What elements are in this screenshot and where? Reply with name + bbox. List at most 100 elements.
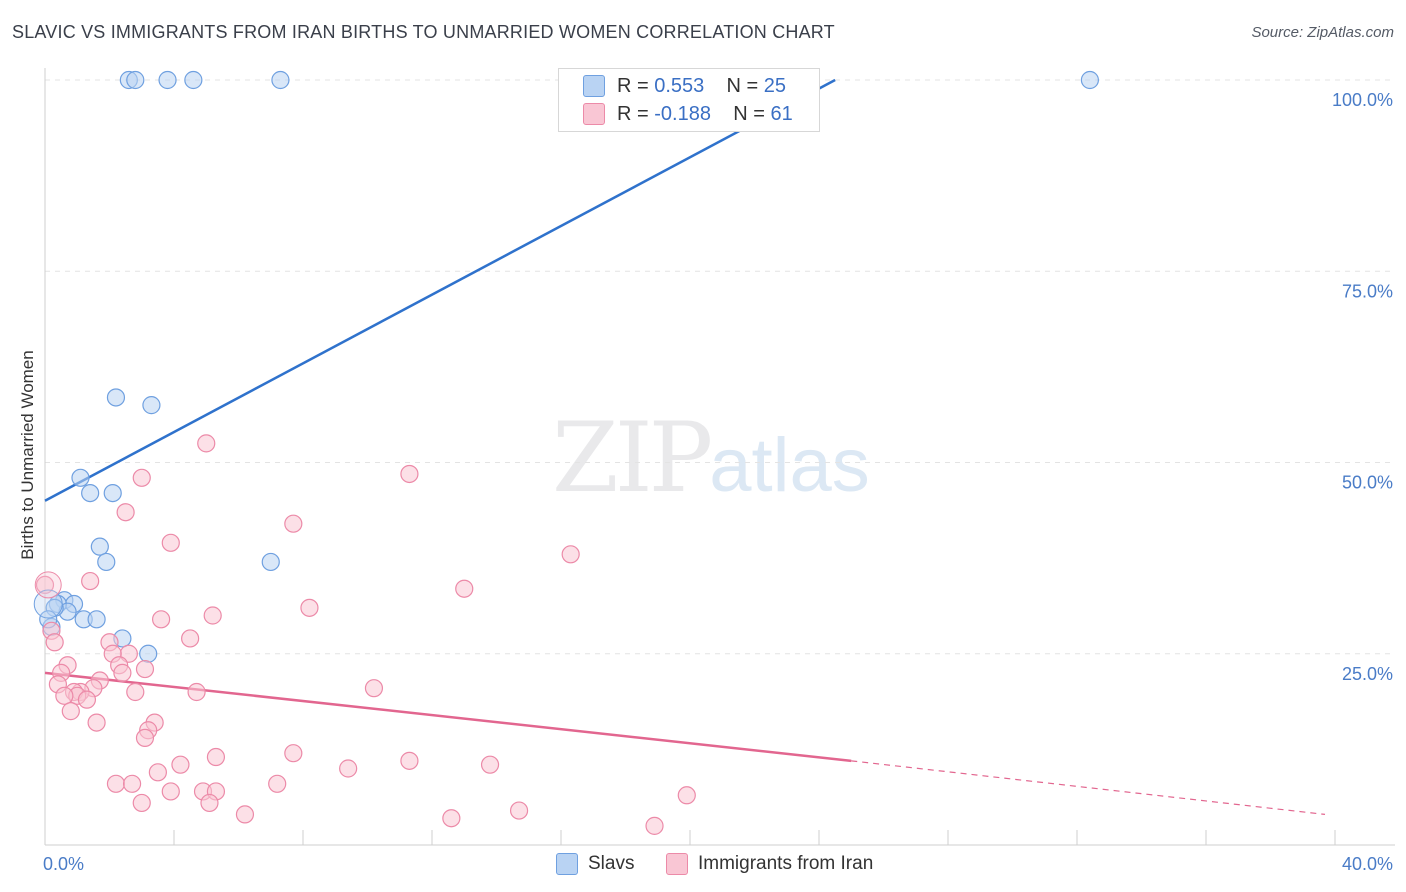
bottom-legend-swatch-iran	[666, 853, 688, 875]
iran-point	[200, 793, 219, 813]
iran-point	[116, 503, 135, 522]
data-points	[33, 70, 1100, 835]
iran-point	[87, 713, 106, 732]
iran-point	[268, 774, 287, 793]
iran-point	[77, 690, 97, 709]
iran-point	[206, 747, 226, 767]
chart-title: SLAVIC VS IMMIGRANTS FROM IRAN BIRTHS TO…	[12, 22, 835, 42]
slavs-point	[139, 644, 158, 663]
y-tick-label: 75.0%	[1342, 281, 1393, 301]
iran-point	[152, 610, 171, 629]
bottom-legend-iran: Immigrants from Iran	[666, 852, 873, 876]
iran-point	[197, 434, 216, 453]
iran-point	[135, 728, 155, 748]
iran-point	[81, 571, 100, 591]
iran-point	[509, 801, 529, 820]
iran-point	[113, 663, 132, 682]
watermark-atlas: atlas	[709, 423, 870, 508]
iran-point	[400, 464, 419, 484]
legend-n-value: 61	[770, 102, 793, 125]
slavs-point	[126, 70, 145, 90]
x-tick-label: 0.0%	[43, 854, 84, 874]
iran-point	[55, 686, 74, 705]
iran-point	[400, 751, 419, 770]
iran-point	[284, 744, 303, 763]
iran-point	[161, 533, 180, 552]
iran-point	[126, 682, 145, 702]
slavs-point	[184, 70, 203, 90]
bottom-legend-label-slavs: Slavs	[588, 853, 635, 874]
slavs-point	[103, 484, 122, 503]
bottom-legend-slavs: Slavs	[556, 852, 634, 876]
legend-n-label: N =	[726, 74, 759, 97]
slavs-point	[87, 610, 106, 629]
iran-point	[181, 629, 200, 648]
legend-n-label: N =	[733, 102, 765, 125]
legend-r-value: 0.553	[654, 74, 705, 97]
iran-point	[561, 545, 580, 564]
iran-point	[34, 571, 62, 599]
iran-point	[677, 786, 696, 805]
legend-text-slavs: R = 0.553 N = 25	[617, 75, 786, 98]
iran-point	[122, 774, 142, 793]
iran-point	[203, 606, 222, 625]
iran-point	[235, 805, 255, 824]
iran-point	[135, 659, 155, 679]
iran-point	[284, 514, 303, 533]
trend-lines	[44, 78, 1326, 815]
iran-point	[364, 679, 384, 698]
watermark-zip: ZIP	[552, 402, 713, 514]
slavs-point	[1080, 70, 1100, 90]
iran-point	[148, 763, 167, 782]
y-axis-label: Births to Unmarried Women	[18, 350, 37, 559]
y-tick-label: 25.0%	[1342, 664, 1393, 684]
legend-r-label: R =	[617, 102, 649, 125]
iran-point	[187, 682, 206, 702]
slavs-point	[81, 484, 100, 503]
tick-labels: 25.0% 50.0% 75.0% 100.0% 0.0% 40.0%	[43, 90, 1393, 874]
bottom-legend-label-iran: Immigrants from Iran	[698, 853, 874, 874]
bottom-legend-swatch-slavs	[556, 853, 578, 875]
iran-point	[106, 774, 126, 793]
iran-point	[61, 702, 80, 721]
legend-swatch-iran	[583, 103, 605, 125]
grid-lines	[45, 79, 1395, 655]
iran-point	[455, 579, 474, 598]
slavs-trend-line	[44, 78, 836, 502]
iran-point	[645, 816, 664, 835]
iran-point	[45, 633, 64, 652]
iran-point	[132, 793, 151, 813]
legend-n-value: 25	[763, 74, 787, 97]
slavs-point	[106, 388, 126, 407]
source-label: Source: ZipAtlas.com	[1251, 24, 1394, 41]
slavs-point	[142, 396, 161, 415]
iran-trend-extension	[851, 760, 1326, 815]
iran-point	[35, 575, 55, 595]
watermark: ZIPatlas	[552, 402, 870, 514]
slavs-point	[261, 552, 280, 572]
y-tick-label: 100.0%	[1332, 90, 1393, 110]
x-tick-label: 40.0%	[1342, 854, 1393, 874]
slavs-point	[271, 70, 290, 90]
iran-point	[442, 809, 461, 828]
slavs-point	[33, 589, 63, 619]
legend-swatch-slavs	[583, 75, 605, 97]
legend: R = 0.553 N = 25 R = -0.188 N = 61	[558, 68, 820, 132]
slavs-point	[71, 468, 90, 487]
slavs-point	[158, 70, 177, 90]
iran-point	[480, 755, 500, 774]
iran-point	[132, 468, 151, 487]
iran-point	[161, 782, 180, 801]
legend-r-value: -0.188	[654, 102, 711, 125]
slavs-point	[97, 552, 116, 572]
legend-text-iran: R = -0.188 N = 61	[617, 103, 793, 126]
iran-trend-line	[44, 671, 852, 763]
legend-r-label: R =	[617, 74, 649, 97]
axes	[44, 68, 1395, 846]
iran-point	[339, 759, 358, 778]
iran-point	[171, 755, 190, 774]
iran-point	[300, 598, 319, 617]
y-tick-label: 50.0%	[1342, 473, 1393, 493]
slavs-point	[90, 537, 109, 556]
